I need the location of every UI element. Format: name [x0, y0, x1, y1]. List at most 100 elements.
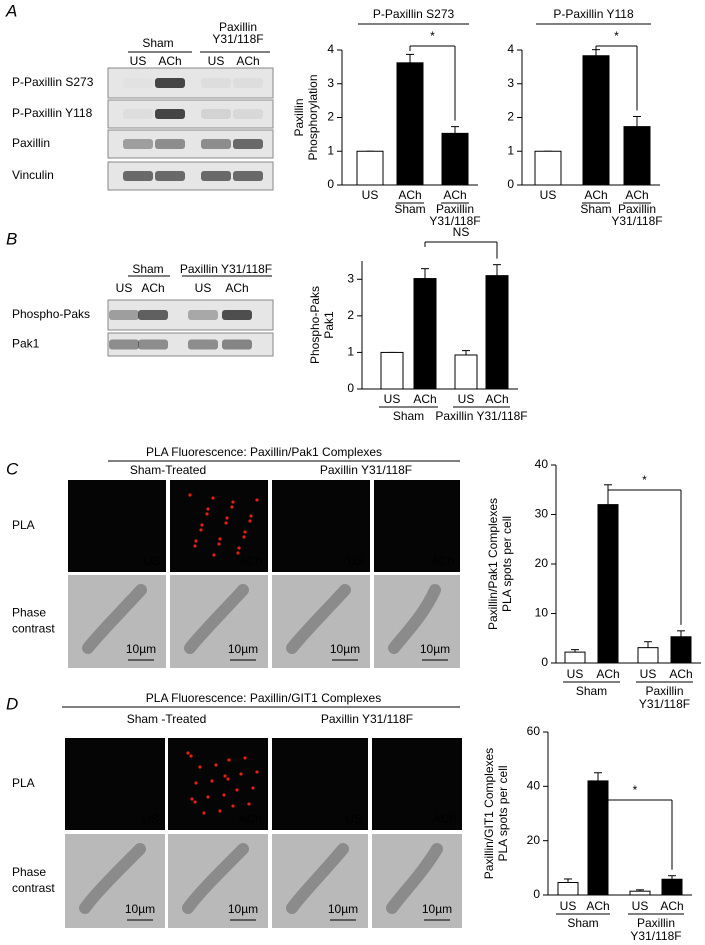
- y-tick-label: 10: [535, 606, 549, 620]
- blot-band: [222, 310, 252, 320]
- pla-spot: [188, 493, 192, 497]
- lane-group-label: Sham: [132, 262, 163, 276]
- bar: [413, 278, 437, 390]
- image-label: US: [345, 812, 362, 826]
- bar: [557, 882, 579, 896]
- pla-spot: [226, 777, 230, 781]
- bar: [441, 132, 469, 186]
- scale-bar-label: 10µm: [228, 642, 258, 656]
- pla-spot: [230, 505, 234, 509]
- pla-spot: [212, 553, 216, 557]
- x-tick-label: US: [632, 899, 649, 913]
- pla-spot: [222, 793, 226, 797]
- image-group-label: Sham-Treated: [130, 463, 206, 477]
- y-tick-label: 1: [507, 143, 514, 157]
- lane-group-label: Sham: [142, 36, 173, 50]
- y-tick-label: 0: [541, 655, 548, 669]
- y-tick-label: 30: [535, 507, 549, 521]
- panel-label: A: [5, 1, 17, 20]
- lane-label: US: [195, 281, 212, 295]
- pla-image: [68, 480, 166, 572]
- y-tick-label: 1: [347, 345, 354, 359]
- image-label: US: [143, 554, 160, 568]
- pla-spot: [211, 496, 215, 500]
- pla-spot: [218, 809, 222, 813]
- x-tick-label: ACh: [660, 899, 683, 913]
- blot-row-label: Vinculin: [12, 168, 54, 182]
- image-title: PLA Fluorescence: Paxillin/Pak1 Complexe…: [146, 445, 382, 459]
- bar: [356, 150, 384, 186]
- pla-spot: [189, 754, 193, 758]
- cell-shape: [184, 584, 249, 654]
- y-axis-label: Phosphorylation: [306, 74, 320, 160]
- y-axis-label: Paxillin/Pak1 Complexes: [486, 498, 500, 630]
- y-tick-label: 4: [327, 42, 334, 56]
- x-tick-label: US: [384, 392, 401, 406]
- pla-spot: [243, 756, 247, 760]
- bar: [661, 878, 683, 896]
- blot-band: [222, 339, 252, 350]
- scale-bar-label: 10µm: [126, 642, 156, 656]
- image-label: ACh: [431, 554, 454, 568]
- x-tick-label: ACh: [398, 188, 421, 202]
- y-tick-label: 3: [327, 76, 334, 90]
- pla-spot: [186, 751, 190, 755]
- blot-row-label: Phospho-Paks: [12, 307, 90, 321]
- panel-label: C: [6, 459, 19, 478]
- lane-label: US: [116, 281, 133, 295]
- blot-band: [123, 171, 153, 181]
- pla-spot: [237, 546, 241, 550]
- lane-group-label: Paxillin: [219, 20, 257, 34]
- blot-band: [123, 109, 153, 119]
- image-row-label: PLA: [12, 518, 35, 532]
- pla-spot: [210, 779, 214, 783]
- y-axis-label: PLA spots per cell: [496, 765, 510, 861]
- y-tick-label: 20: [535, 556, 549, 570]
- pla-image: [168, 738, 268, 830]
- blot-band: [233, 139, 263, 149]
- blot-band: [201, 109, 231, 119]
- x-tick-label: ACh: [669, 667, 692, 681]
- blot-row-label: Paxillin: [12, 136, 50, 150]
- cell-shape: [182, 843, 249, 914]
- significance-label: *: [614, 29, 619, 43]
- pla-spot: [206, 507, 210, 511]
- blot-band: [188, 310, 218, 320]
- image-group-label: Paxillin Y31/118F: [320, 463, 412, 477]
- y-tick-label: 2: [327, 110, 334, 124]
- image-title: PLA Fluorescence: Paxillin/GIT1 Complexe…: [146, 691, 381, 705]
- bar: [454, 354, 478, 390]
- bar: [629, 890, 651, 896]
- pla-spot: [217, 542, 221, 546]
- y-tick-label: 3: [507, 76, 514, 90]
- y-tick-label: 3: [347, 271, 354, 285]
- lane-group-label: Paxillin Y31/118F: [180, 262, 272, 276]
- cell-shape: [388, 584, 441, 654]
- lane-label: ACh: [236, 54, 259, 68]
- image-row-label: Phase: [12, 865, 46, 879]
- scale-bar-label: 10µm: [422, 902, 452, 916]
- bar: [380, 351, 404, 390]
- pla-spot: [239, 772, 243, 776]
- x-tick-label: US: [458, 392, 475, 406]
- pla-spot: [218, 537, 222, 541]
- x-tick-label: Y31/118F: [611, 214, 662, 228]
- blot-band: [109, 339, 139, 350]
- pla-spot: [194, 781, 198, 785]
- group-label: Y31/118F: [639, 697, 690, 711]
- pla-spot: [198, 765, 202, 769]
- x-tick-label: US: [560, 899, 577, 913]
- pla-spot: [223, 774, 227, 778]
- y-tick-label: 40: [527, 779, 541, 793]
- panel-label: D: [6, 694, 18, 713]
- lane-label: US: [208, 54, 225, 68]
- scale-bar-label: 10µm: [328, 902, 358, 916]
- y-axis-label: Paxillin: [292, 98, 306, 136]
- blot-band: [233, 171, 263, 181]
- x-tick-label: US: [362, 188, 379, 202]
- cell-shape: [286, 843, 349, 914]
- cell-shape: [82, 584, 147, 654]
- x-tick-label: ACh: [596, 667, 619, 681]
- blot-band: [123, 139, 153, 149]
- group-label: Paxillin: [637, 916, 675, 930]
